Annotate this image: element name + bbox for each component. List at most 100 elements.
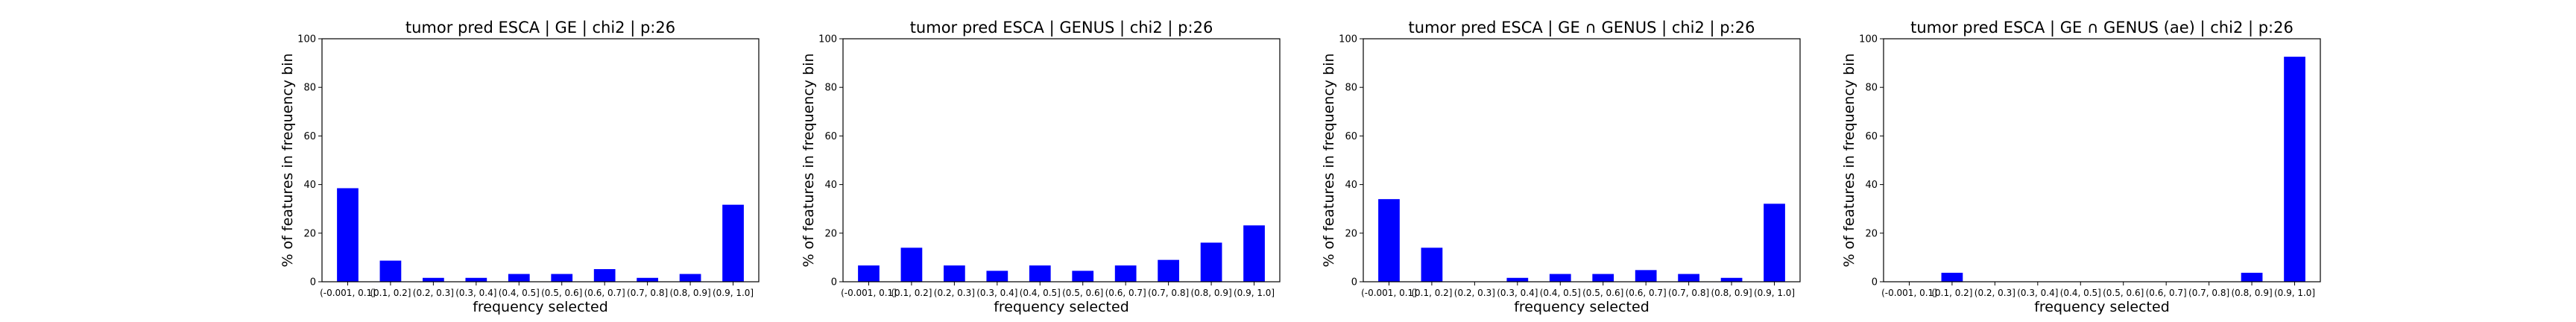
x-tick-label: (0.7, 0.8] — [1148, 288, 1189, 298]
y-tick-label: 40 — [303, 180, 316, 191]
y-tick-label: 60 — [1345, 131, 1357, 142]
chart-panel: (-0.001, 0.1](0.1, 0.2] (0.2, 0.3] (0.3, 0… — [1321, 19, 1801, 315]
x-tick-label: (0.5, 0.6] — [1582, 288, 1623, 298]
y-tick-label: 80 — [1345, 83, 1357, 94]
y-tick-label: 100 — [818, 34, 837, 45]
bar — [1941, 272, 1963, 282]
bar — [1549, 274, 1571, 282]
bar — [551, 274, 573, 282]
y-tick-label: 0 — [831, 277, 837, 288]
chart-panel: (-0.001, 0.1](0.1, 0.2] (0.2, 0.3] (0.3, 0… — [801, 19, 1281, 315]
x-axis-label: frequency selected — [2034, 299, 2170, 315]
x-axis-label: frequency selected — [994, 299, 1129, 315]
x-tick-label: (0.8, 0.9] — [1190, 288, 1231, 298]
bar — [1114, 265, 1137, 282]
bar — [1506, 277, 1529, 282]
x-tick-label: (0.8, 0.9] — [669, 288, 710, 298]
bar — [1764, 203, 1785, 282]
y-tick-label: 100 — [1859, 34, 1878, 45]
x-tick-label: (-0.001, 0.1] — [1361, 288, 1417, 298]
y-tick-label: 20 — [303, 228, 316, 239]
bar — [379, 260, 402, 282]
bar — [337, 188, 359, 282]
y-tick-label: 80 — [303, 83, 316, 94]
x-tick-label: (0.4, 0.5] — [499, 288, 540, 298]
plot-frame — [321, 38, 760, 282]
x-tick-label: (0.8, 0.9] — [2231, 288, 2272, 298]
x-tick-label: (0.6, 0.7] — [1626, 288, 1667, 298]
x-tick-label: (0.2, 0.3] — [1974, 288, 2015, 298]
y-axis-label: % of features in frequency bin — [801, 53, 817, 267]
y-tick-label: 100 — [297, 34, 316, 45]
x-tick-label: (0.5, 0.6] — [2103, 288, 2144, 298]
x-tick-label: (0.1, 0.2] — [370, 288, 411, 298]
bar — [1200, 242, 1222, 282]
x-tick-label: (0.2, 0.3] — [934, 288, 975, 298]
y-tick-label: 60 — [303, 131, 316, 142]
y-tick-label: 0 — [310, 277, 316, 288]
x-tick-label: (0.3, 0.4] — [976, 288, 1017, 298]
bar — [679, 274, 701, 282]
bar — [593, 269, 616, 282]
plot-frame — [1363, 38, 1801, 282]
x-tick-label: (0.1, 0.2] — [891, 288, 932, 298]
y-axis-label: % of features in frequency bin — [1321, 53, 1337, 267]
x-axis-label: frequency selected — [473, 299, 608, 315]
bar — [1243, 225, 1265, 282]
x-tick-label: (0.4, 0.5] — [2060, 288, 2101, 298]
y-axis-label: % of features in frequency bin — [280, 53, 296, 267]
x-tick-label: (-0.001, 0.1] — [841, 288, 897, 298]
x-tick-label: (0.1, 0.2] — [1931, 288, 1972, 298]
chart-title: tumor pred ESCA | GENUS | chi2 | p:26 — [910, 19, 1213, 37]
x-tick-label: (0.1, 0.2] — [1411, 288, 1452, 298]
bar — [1592, 274, 1614, 282]
y-tick-label: 20 — [1345, 228, 1357, 239]
y-axis-label: % of features in frequency bin — [1841, 53, 1857, 267]
x-tick-label: (0.3, 0.4] — [1497, 288, 1538, 298]
plot-frame — [842, 38, 1281, 282]
x-tick-label: (0.4, 0.5] — [1540, 288, 1581, 298]
bar — [1072, 271, 1094, 282]
bar — [637, 277, 658, 282]
y-tick-label: 20 — [824, 228, 837, 239]
x-tick-label: (0.2, 0.3] — [1454, 288, 1495, 298]
x-tick-label: (-0.001, 0.1] — [320, 288, 376, 298]
x-axis-label: frequency selected — [1514, 299, 1650, 315]
y-tick-label: 40 — [824, 180, 837, 191]
y-tick-label: 100 — [1339, 34, 1357, 45]
y-tick-label: 60 — [1865, 131, 1878, 142]
chart-panel: (-0.001, 0.1](0.1, 0.2] (0.2, 0.3] (0.3, 0… — [280, 19, 760, 315]
x-tick-label: (0.6, 0.7] — [2146, 288, 2187, 298]
x-tick-label: (0.2, 0.3] — [413, 288, 454, 298]
plot-frame — [1883, 38, 2321, 282]
x-tick-label: (0.9, 1.0] — [1234, 288, 1275, 298]
x-tick-label: (0.9, 1.0] — [1754, 288, 1795, 298]
bar — [2241, 272, 2263, 282]
y-tick-label: 0 — [1872, 277, 1878, 288]
y-tick-label: 60 — [824, 131, 837, 142]
x-tick-label: (0.7, 0.8] — [2188, 288, 2229, 298]
chart-title: tumor pred ESCA | GE ∩ GENUS | chi2 | p:… — [1409, 19, 1755, 37]
x-tick-label: (0.5, 0.6] — [541, 288, 582, 298]
bar — [1678, 274, 1699, 282]
x-tick-label: (0.9, 1.0] — [2274, 288, 2315, 298]
bar — [1158, 259, 1179, 282]
y-tick-label: 80 — [824, 83, 837, 94]
bar — [1635, 270, 1657, 282]
y-tick-label: 40 — [1345, 180, 1357, 191]
x-tick-label: (0.7, 0.8] — [1668, 288, 1709, 298]
bar — [944, 265, 965, 282]
bar — [858, 265, 880, 282]
bar — [508, 274, 530, 282]
bar — [2284, 57, 2305, 282]
y-tick-label: 80 — [1865, 83, 1878, 94]
y-tick-label: 40 — [1865, 180, 1878, 191]
x-tick-label: (0.8, 0.9] — [1711, 288, 1752, 298]
bar — [986, 271, 1008, 282]
bar — [423, 277, 444, 282]
y-tick-label: 20 — [1865, 228, 1878, 239]
x-tick-label: (-0.001, 0.1] — [1881, 288, 1937, 298]
bar — [1720, 277, 1743, 282]
bar — [465, 277, 487, 282]
